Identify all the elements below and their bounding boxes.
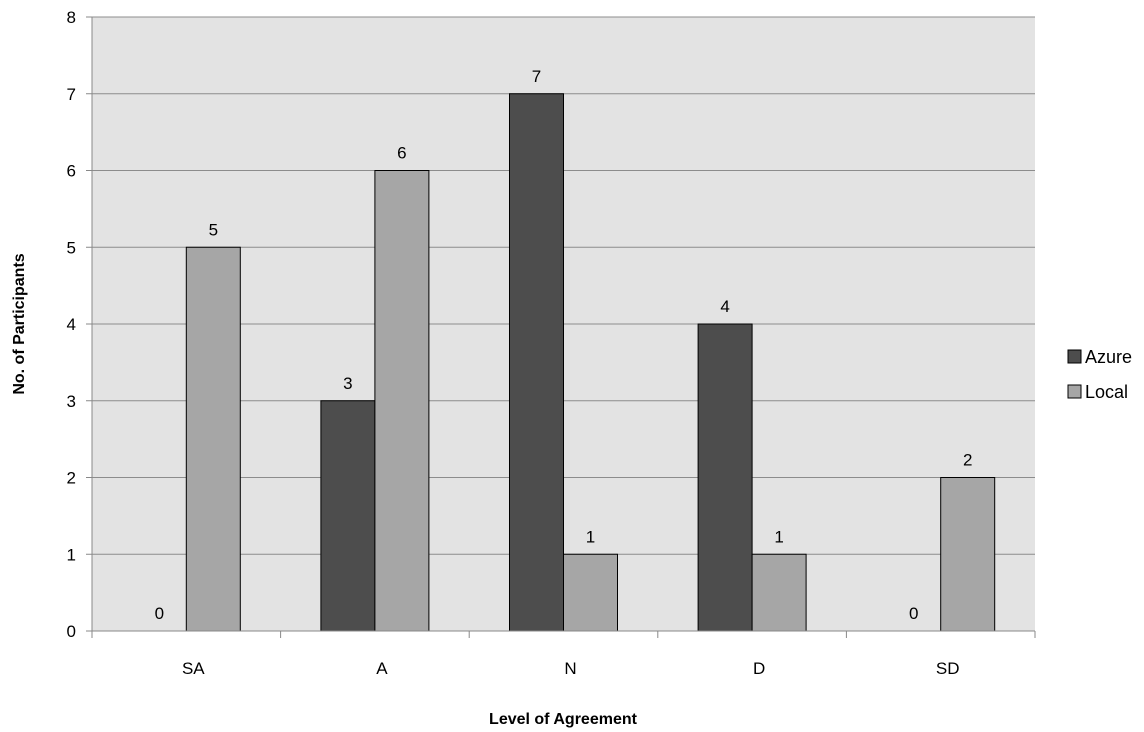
bar-local-sd <box>940 477 996 632</box>
y-axis-title: No. of Participants <box>11 253 28 394</box>
y-tick-label: 1 <box>67 545 76 564</box>
bar-local-n <box>563 553 618 632</box>
x-ticks: SA A N D SD <box>91 631 1036 678</box>
legend-label-azure: Azure <box>1085 347 1132 367</box>
y-tick-label: 4 <box>67 315 76 334</box>
x-category-label: SD <box>936 659 960 678</box>
y-tick-label: 2 <box>67 469 76 488</box>
x-category-label: A <box>376 659 388 678</box>
y-ticks: 0 1 2 3 4 5 6 7 8 <box>67 8 92 641</box>
y-tick-label: 5 <box>67 238 76 257</box>
y-tick-label: 6 <box>67 162 76 181</box>
data-label-azure-d: 4 <box>720 297 729 316</box>
bar-local-a <box>374 170 430 632</box>
legend-swatch-azure <box>1067 349 1082 364</box>
bar-local-sa <box>185 246 241 632</box>
x-category-label: D <box>753 659 765 678</box>
data-label-local-d: 1 <box>774 527 783 546</box>
legend-swatch-local <box>1067 384 1082 399</box>
data-labels: 0 5 3 6 7 1 4 1 0 2 <box>155 67 973 623</box>
y-tick-label: 3 <box>67 392 76 411</box>
y-tick-label: 0 <box>67 622 76 641</box>
x-axis-title: Level of Agreement <box>489 711 638 728</box>
data-label-azure-n: 7 <box>532 67 541 86</box>
y-tick-label: 7 <box>67 85 76 104</box>
data-label-azure-a: 3 <box>343 374 352 393</box>
data-label-azure-sa: 0 <box>155 604 164 623</box>
bar-azure-d <box>697 323 753 632</box>
data-label-local-n: 1 <box>586 527 595 546</box>
bar-local-d <box>751 553 807 632</box>
bar-azure-n <box>509 93 564 632</box>
bar-azure-a <box>320 400 376 632</box>
legend: Azure Local <box>1067 347 1132 402</box>
legend-label-local: Local <box>1085 382 1128 402</box>
y-tick-label: 8 <box>67 8 76 27</box>
bars <box>185 93 996 632</box>
data-label-local-a: 6 <box>397 144 406 163</box>
data-label-local-sd: 2 <box>963 451 972 470</box>
x-category-label: N <box>564 659 576 678</box>
x-category-label: SA <box>182 659 205 678</box>
data-label-azure-sd: 0 <box>909 604 918 623</box>
data-label-local-sa: 5 <box>209 220 218 239</box>
